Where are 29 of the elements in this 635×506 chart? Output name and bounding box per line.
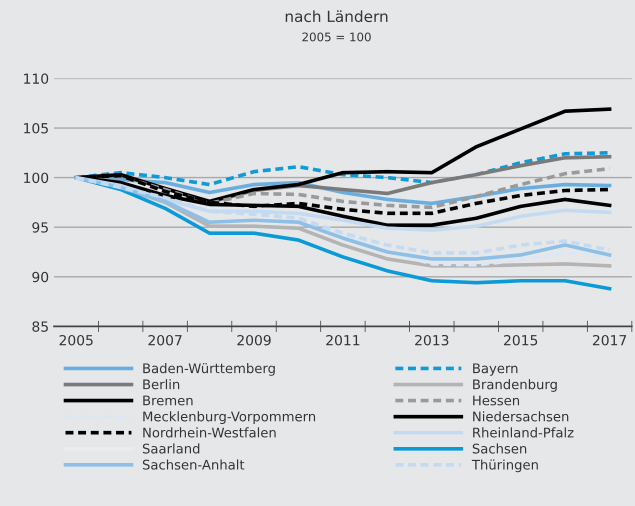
legend-label: Bremen <box>143 396 193 406</box>
legend-label: Hessen <box>473 396 520 406</box>
y-tick-label: 95 <box>32 222 48 233</box>
legend-label: Sachsen <box>472 443 526 454</box>
x-tick-label: 2005 <box>60 334 93 346</box>
x-tick-label: 2017 <box>592 334 626 346</box>
chart-subtitle: 2005 = 100 <box>302 32 371 42</box>
legend-label: Rheinland-Pfalz <box>473 427 574 438</box>
x-tick-label: 2009 <box>237 334 271 346</box>
y-tick-label: 110 <box>24 73 48 84</box>
x-tick-label: 2011 <box>326 334 360 346</box>
y-tick-label: 90 <box>32 272 48 282</box>
y-tick-label: 105 <box>24 122 48 134</box>
legend-label: Baden-Württemberg <box>143 363 275 376</box>
x-tick-label: 2015 <box>504 334 538 346</box>
legend-label: Bayern <box>473 363 518 376</box>
legend-label: Brandenburg <box>473 379 557 392</box>
legend-label: Thüringen <box>472 459 538 472</box>
x-tick-label: 2007 <box>148 334 182 346</box>
legend-label: Niedersachsen <box>473 411 568 422</box>
chart-title: nach Ländern <box>286 10 388 22</box>
legend-label: Mecklenburg-Vorpommern <box>143 411 316 424</box>
legend-label: Berlin <box>143 379 180 390</box>
y-tick-label: 100 <box>24 172 48 184</box>
legend-label: Saarland <box>142 443 200 454</box>
legend-label: Sachsen-Anhalt <box>142 459 244 470</box>
y-tick-label: 85 <box>32 321 48 332</box>
x-tick-label: 2013 <box>415 334 448 346</box>
legend-label: Nordrhein-Westfalen <box>143 427 276 438</box>
